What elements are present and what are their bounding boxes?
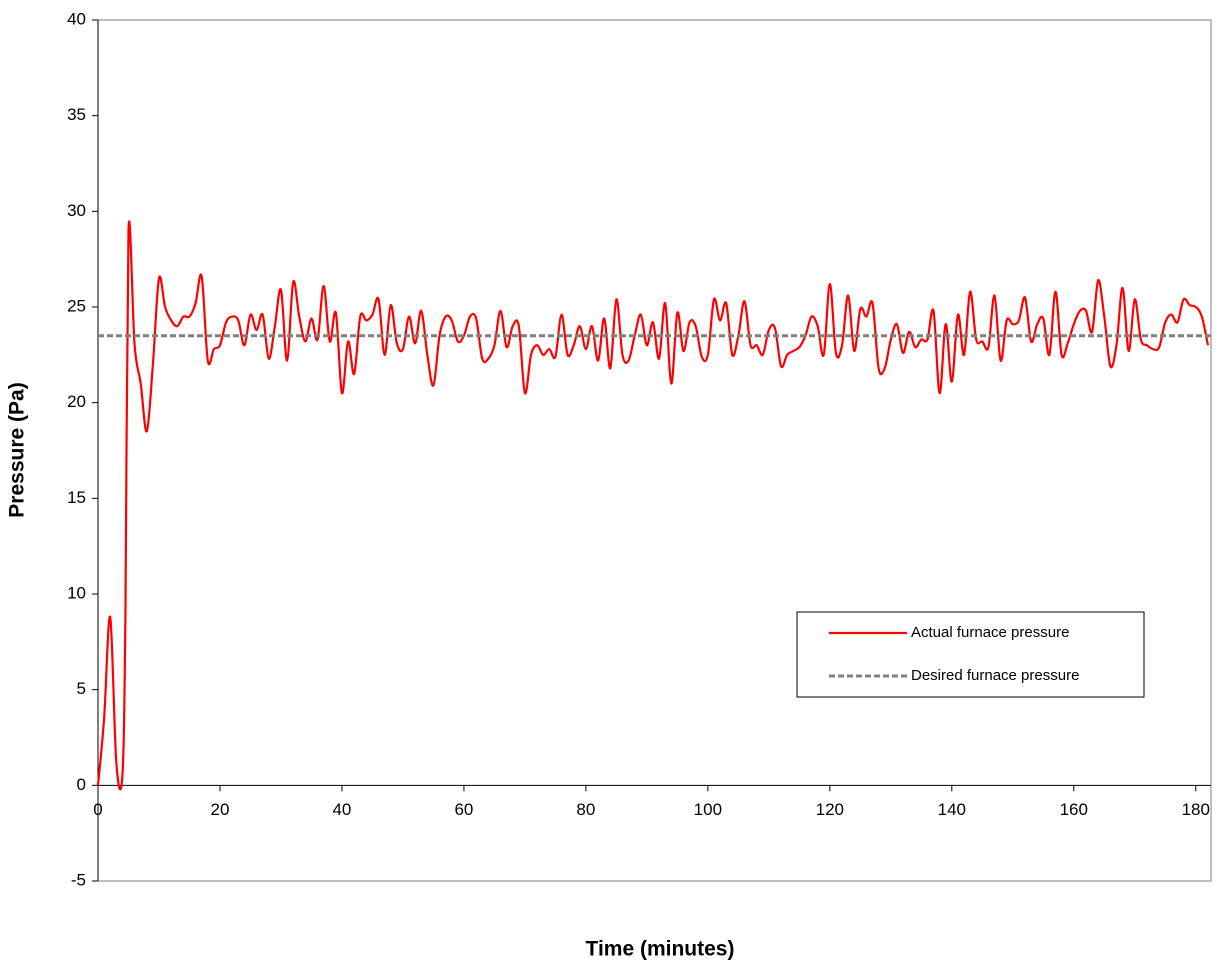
x-tick-label: 140 bbox=[938, 800, 966, 819]
x-tick-label: 100 bbox=[694, 800, 722, 819]
line-series bbox=[96, 220, 1210, 791]
legend-box bbox=[796, 611, 1145, 698]
y-tick-label: -5 bbox=[71, 870, 86, 889]
legend-label: Desired furnace pressure bbox=[911, 667, 1079, 684]
y-tick-label: 20 bbox=[67, 392, 86, 411]
x-axis-title: Time (minutes) bbox=[586, 938, 735, 961]
x-tick-label: 0 bbox=[93, 800, 102, 819]
y-axis-title: Pressure (Pa) bbox=[6, 382, 29, 517]
x-tick-label: 40 bbox=[332, 800, 351, 819]
y-tick-label: 40 bbox=[67, 9, 86, 28]
x-tick-label: 20 bbox=[211, 800, 230, 819]
y-tick-label: 0 bbox=[77, 775, 86, 794]
x-tick-label: 60 bbox=[454, 800, 473, 819]
legend-label: Actual furnace pressure bbox=[911, 624, 1069, 641]
x-tick-label: 80 bbox=[576, 800, 595, 819]
x-tick-label: 180 bbox=[1182, 800, 1210, 819]
plot-area bbox=[97, 19, 1212, 882]
y-tick-label: 5 bbox=[77, 679, 86, 698]
y-tick-label: 15 bbox=[67, 488, 86, 507]
y-tick-label: 30 bbox=[67, 201, 86, 220]
y-tick-label: 35 bbox=[67, 105, 86, 124]
y-tick-label: 10 bbox=[67, 583, 86, 602]
y-tick-label: 25 bbox=[67, 296, 86, 315]
x-tick-label: 120 bbox=[816, 800, 844, 819]
x-tick-label: 160 bbox=[1060, 800, 1088, 819]
